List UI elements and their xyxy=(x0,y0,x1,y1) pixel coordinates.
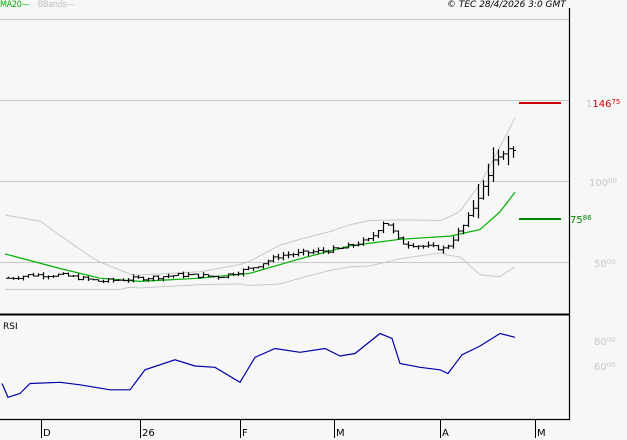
rsi-axis-label-60: 6000 xyxy=(594,361,616,373)
legend-ma20[interactable]: MA20— xyxy=(0,0,30,10)
legend-bbands[interactable]: BBands— xyxy=(37,0,75,10)
price-axis-label-100: 10000 xyxy=(589,177,618,189)
rsi-pane-label: RSI xyxy=(3,322,18,332)
support-level-label: 7586 xyxy=(570,214,592,226)
legend: MA20— BBands— xyxy=(0,0,75,11)
x-axis-label-may: M xyxy=(537,428,546,439)
copyright-timestamp: © TEC 28/4/2026 3:0 GMT xyxy=(447,0,566,10)
x-axis-label-apr: A xyxy=(442,428,449,439)
price-levels xyxy=(519,102,561,220)
bollinger-bands xyxy=(4,117,516,290)
price-axis-label-50: 5000 xyxy=(594,258,616,270)
x-axis-label-2026: 26 xyxy=(142,428,155,439)
x-axis-label-feb: F xyxy=(242,428,248,439)
ohlc-bars xyxy=(6,135,516,284)
ma20-line xyxy=(4,191,516,283)
x-axis-label-mar: M xyxy=(336,428,345,439)
resistance-level-label: 114675 xyxy=(586,98,621,110)
rsi-line xyxy=(1,332,516,399)
chart-frame xyxy=(0,8,571,438)
x-axis-label-dec: D xyxy=(43,428,51,439)
rsi-axis-label-80: 8000 xyxy=(594,336,616,348)
